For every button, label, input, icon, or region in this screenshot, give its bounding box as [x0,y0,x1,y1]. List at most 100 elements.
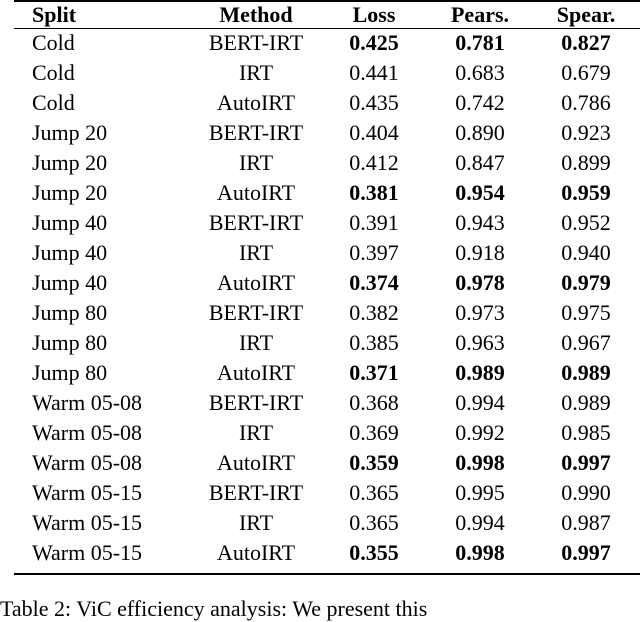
column-header: Loss [352,2,396,27]
table-cell: IRT [238,330,274,355]
table-cell: IRT [238,60,274,85]
table-cell: 0.997 [561,540,611,565]
table-cell: IRT [238,150,274,175]
table-cell: 0.940 [561,240,611,265]
table-cell: 0.967 [561,330,611,355]
table-cell: 0.365 [349,510,399,535]
table-cell: 0.781 [455,30,505,55]
table-cell: Warm 05-08 [32,390,143,415]
table-cell: IRT [238,240,274,265]
table-row: Jump 20 AutoIRT 0.381 0.954 0.959 [14,178,640,208]
table-cell: 0.425 [349,30,399,55]
table-cell: BERT-IRT [208,480,304,505]
table-row: Jump 80 IRT 0.385 0.963 0.967 [14,328,640,358]
table-cell: 0.998 [455,450,505,475]
header-row: Split Method Loss Pears. Spear. [14,2,640,28]
table-row: Jump 40 AutoIRT 0.374 0.978 0.979 [14,268,640,298]
table-row: Warm 05-08 BERT-IRT 0.368 0.994 0.989 [14,388,640,418]
table-cell: Warm 05-08 [32,450,143,475]
table-cell: Warm 05-08 [32,420,143,445]
table-cell: Jump 40 [32,210,108,235]
table-cell: 0.997 [561,450,611,475]
table-cell: 0.963 [455,330,505,355]
table-cell: AutoIRT [216,450,296,475]
table-cell: BERT-IRT [208,300,304,325]
table-cell: Jump 20 [32,120,108,145]
bottom-rule [14,573,640,575]
table-cell: 0.989 [561,390,611,415]
table-cell: 0.368 [349,390,399,415]
table-cell: Jump 80 [32,330,108,355]
table-cell: 0.954 [455,180,505,205]
results-table: Split Method Loss Pears. Spear. Cold BERT-IRT… [14,2,640,568]
table-cell: 0.397 [349,240,399,265]
table-cell: Jump 40 [32,270,108,295]
table-row: Cold BERT-IRT 0.425 0.781 0.827 [14,28,640,58]
table-cell: BERT-IRT [208,390,304,415]
table-cell: 0.847 [455,150,505,175]
header-rule [14,28,640,29]
table-row: Cold IRT 0.441 0.683 0.679 [14,58,640,88]
table-cell: 0.374 [349,270,399,295]
table-row: Jump 80 AutoIRT 0.371 0.989 0.989 [14,358,640,388]
table-cell: 0.381 [349,180,399,205]
table-cell: 0.355 [349,540,399,565]
table-cell: 0.979 [561,270,611,295]
table-cell: Warm 05-15 [32,540,143,565]
table-cell: 0.987 [561,510,611,535]
table-row: Warm 05-15 BERT-IRT 0.365 0.995 0.990 [14,478,640,508]
table-cell: 0.385 [349,330,399,355]
table-cell: AutoIRT [216,540,296,565]
table-row: Warm 05-15 IRT 0.365 0.994 0.987 [14,508,640,538]
table-cell: 0.973 [455,300,505,325]
table-cell: Warm 05-15 [32,480,143,505]
table-cell: 0.992 [455,420,505,445]
table-cell: Jump 80 [32,300,108,325]
table-cell: 0.827 [561,30,611,55]
table-cell: Jump 20 [32,150,108,175]
table-cell: 0.995 [455,480,505,505]
table-cell: Jump 80 [32,360,108,385]
table-cell: 0.978 [455,270,505,295]
table-row: Warm 05-15 AutoIRT 0.355 0.998 0.997 [14,538,640,568]
column-header: Pears. [450,2,510,27]
table-cell: 0.990 [561,480,611,505]
table-cell: Jump 40 [32,240,108,265]
table-cell: 0.899 [561,150,611,175]
table-cell: AutoIRT [216,180,296,205]
table-cell: IRT [238,510,274,535]
table-cell: 0.975 [561,300,611,325]
table-cell: BERT-IRT [208,120,304,145]
table-caption: Table 2: ViC efficiency analysis: We pre… [0,596,428,621]
table-cell: 0.952 [561,210,611,235]
table-cell: 0.994 [455,390,505,415]
table-cell: 0.365 [349,480,399,505]
table-cell: 0.391 [349,210,399,235]
table-cell: Warm 05-15 [32,510,143,535]
table-cell: AutoIRT [216,270,296,295]
table-cell: 0.683 [455,60,505,85]
table-cell: Cold [32,30,75,55]
table-cell: 0.382 [349,300,399,325]
table-cell: 0.435 [349,90,399,115]
table-cell: 0.404 [349,120,399,145]
column-header: Split [32,2,77,27]
table-cell: Jump 20 [32,180,108,205]
table-cell: 0.959 [561,180,611,205]
table-cell: 0.943 [455,210,505,235]
table-row: Jump 20 IRT 0.412 0.847 0.899 [14,148,640,178]
column-header: Spear. [556,2,616,27]
table-row: Jump 80 BERT-IRT 0.382 0.973 0.975 [14,298,640,328]
table-cell: IRT [238,420,274,445]
table-cell: 0.359 [349,450,399,475]
table-cell: 0.890 [455,120,505,145]
table-cell: AutoIRT [216,360,296,385]
table-cell: 0.985 [561,420,611,445]
table-cell: 0.998 [455,540,505,565]
table-cell: 0.369 [349,420,399,445]
table-cell: 0.918 [455,240,505,265]
table-cell: Cold [32,90,75,115]
table-cell: 0.994 [455,510,505,535]
table-row: Warm 05-08 IRT 0.369 0.992 0.985 [14,418,640,448]
table-cell: 0.441 [349,60,399,85]
